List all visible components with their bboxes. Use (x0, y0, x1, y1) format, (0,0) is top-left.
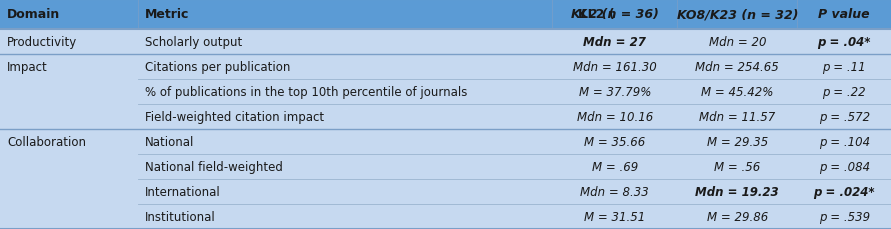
Text: M = 29.86: M = 29.86 (707, 210, 768, 223)
Text: p = .539: p = .539 (819, 210, 870, 223)
Text: KL2 (: KL2 ( (578, 8, 615, 21)
Text: Metric: Metric (145, 8, 190, 21)
Text: Institutional: Institutional (145, 210, 216, 223)
Text: Mdn = 11.57: Mdn = 11.57 (699, 110, 775, 123)
Text: Impact: Impact (7, 61, 48, 74)
Text: National: National (145, 135, 194, 148)
Text: Mdn = 8.33: Mdn = 8.33 (580, 185, 650, 198)
Text: p = .22: p = .22 (822, 86, 866, 98)
Text: p = .104: p = .104 (819, 135, 870, 148)
FancyBboxPatch shape (0, 80, 891, 104)
FancyBboxPatch shape (0, 30, 891, 55)
Text: M = 37.79%: M = 37.79% (578, 86, 651, 98)
FancyBboxPatch shape (0, 55, 891, 80)
Text: p = .11: p = .11 (822, 61, 866, 74)
Text: p = .024*: p = .024* (813, 185, 875, 198)
Text: Mdn = 27: Mdn = 27 (584, 36, 646, 49)
FancyBboxPatch shape (0, 179, 891, 204)
Text: Productivity: Productivity (7, 36, 78, 49)
Text: Citations per publication: Citations per publication (145, 61, 290, 74)
Text: National field-weighted: National field-weighted (145, 160, 283, 173)
Text: M = 29.35: M = 29.35 (707, 135, 768, 148)
FancyBboxPatch shape (0, 0, 891, 30)
Text: Collaboration: Collaboration (7, 135, 86, 148)
Text: M = 45.42%: M = 45.42% (701, 86, 773, 98)
Text: p = .04*: p = .04* (818, 36, 871, 49)
Text: P value: P value (819, 8, 870, 21)
FancyBboxPatch shape (0, 204, 891, 229)
Text: KO8/K23 (n = 32): KO8/K23 (n = 32) (676, 8, 798, 21)
Text: International: International (145, 185, 221, 198)
Text: M = 31.51: M = 31.51 (584, 210, 645, 223)
Text: Domain: Domain (7, 8, 61, 21)
Text: M = 35.66: M = 35.66 (584, 135, 645, 148)
FancyBboxPatch shape (0, 129, 891, 154)
Text: M = .56: M = .56 (715, 160, 760, 173)
Text: Scholarly output: Scholarly output (145, 36, 242, 49)
Text: p = .572: p = .572 (819, 110, 870, 123)
Text: KL2 (n = 36): KL2 (n = 36) (571, 8, 658, 21)
Text: Mdn = 20: Mdn = 20 (708, 36, 766, 49)
FancyBboxPatch shape (0, 104, 891, 129)
Text: p = .084: p = .084 (819, 160, 870, 173)
Text: Mdn = 254.65: Mdn = 254.65 (696, 61, 779, 74)
FancyBboxPatch shape (0, 154, 891, 179)
Text: Mdn = 10.16: Mdn = 10.16 (576, 110, 653, 123)
Text: Field-weighted citation impact: Field-weighted citation impact (145, 110, 324, 123)
Text: % of publications in the top 10th percentile of journals: % of publications in the top 10th percen… (145, 86, 468, 98)
Text: M = .69: M = .69 (592, 160, 638, 173)
Text: Mdn = 19.23: Mdn = 19.23 (696, 185, 779, 198)
Text: Mdn = 161.30: Mdn = 161.30 (573, 61, 657, 74)
